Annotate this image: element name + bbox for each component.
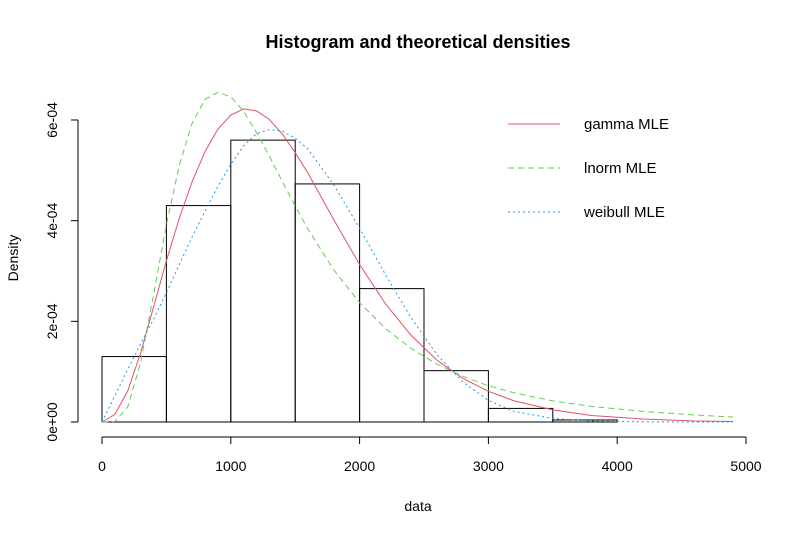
histogram-bar-6 [487, 407, 554, 423]
legend-label: lnorm MLE [584, 160, 657, 177]
histogram-bars [101, 139, 618, 423]
histogram-bar-0 [101, 356, 167, 423]
y-tick-label: 0e+00 [44, 402, 60, 442]
histogram-bar-4 [359, 288, 425, 423]
curve-lnorm [101, 91, 734, 423]
chart-title: Histogram and theoretical densities [265, 32, 570, 52]
x-axis-ticks: 0 1000 2000 3000 4000 5000 [98, 437, 762, 474]
legend-label: gamma MLE [584, 116, 669, 133]
x-tick-label: 0 [98, 458, 106, 474]
y-tick-label: 6e-04 [44, 102, 60, 138]
y-axis-label: Density [5, 235, 21, 282]
legend-item-lnorm: lnorm MLE [508, 160, 657, 177]
x-tick-label: 3000 [473, 458, 504, 474]
legend-item-weibull: weibull MLE [508, 204, 665, 221]
y-axis: 0e+00 2e-04 4e-04 6e-04 [44, 102, 79, 442]
histogram-bar-3 [294, 183, 361, 423]
y-axis-ticks: 0e+00 2e-04 4e-04 6e-04 [44, 102, 78, 442]
legend: gamma MLE lnorm MLE weibull MLE [508, 116, 669, 221]
x-tick-label: 1000 [215, 458, 246, 474]
curve-gamma [101, 108, 734, 423]
x-axis-label: data [404, 498, 431, 514]
x-tick-label: 5000 [730, 458, 761, 474]
x-axis: 0 1000 2000 3000 4000 5000 [98, 436, 762, 474]
histogram-bar-5 [423, 370, 489, 423]
y-tick-label: 2e-04 [44, 303, 60, 339]
legend-label: weibull MLE [583, 204, 665, 221]
y-tick-label: 4e-04 [44, 203, 60, 239]
x-tick-label: 2000 [344, 458, 375, 474]
x-tick-label: 4000 [602, 458, 633, 474]
density-curves [101, 91, 734, 423]
legend-item-gamma: gamma MLE [508, 116, 669, 133]
histogram-bar-1 [165, 205, 232, 423]
histogram-bar-2 [230, 139, 296, 423]
